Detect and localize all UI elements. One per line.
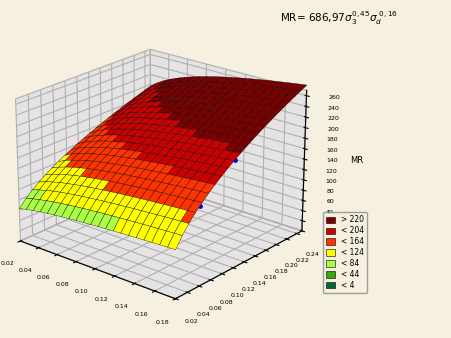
Legend: > 220, < 204, < 164, < 124, < 84, < 44, < 4: > 220, < 204, < 164, < 124, < 84, < 44, …	[322, 212, 367, 293]
Text: MR= 686,97$\sigma_3^{0,45}\sigma_d^{\ 0,16}$: MR= 686,97$\sigma_3^{0,45}\sigma_d^{\ 0,…	[280, 10, 397, 27]
